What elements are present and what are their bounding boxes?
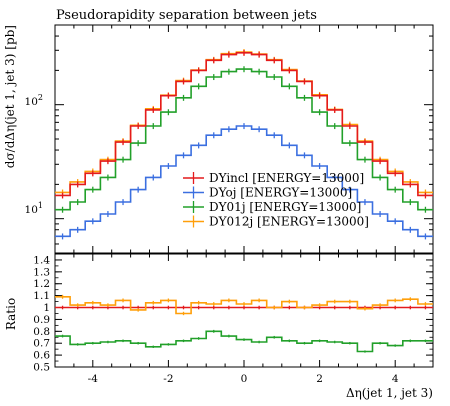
ratio-y-tick-label: 1.1 <box>33 290 50 302</box>
ratio-series-dyincl <box>55 305 433 310</box>
main-panel: 102 101 dσ/dΔη(jet 1, jet 3) [pb] DYincl… <box>3 24 434 254</box>
x-tick-label: -2 <box>163 373 173 385</box>
y-tick-exp-1: 1 <box>38 201 43 210</box>
main-series-dyoj <box>55 123 433 240</box>
ratio-series-dy012j <box>55 294 433 316</box>
ratio-y-tick-label: 0.5 <box>33 362 50 374</box>
legend-item: DYoj [ENERGY=13000] <box>183 186 352 200</box>
x-tick-label: 0 <box>241 373 248 385</box>
legend-label: DYincl [ENERGY=13000] <box>209 171 364 185</box>
ratio-panel: 0.50.60.70.80.911.11.21.31.4 -4 -2 0 2 4 Rati… <box>4 253 434 385</box>
ratio-plot-frame <box>54 253 434 368</box>
ratio-y-tick-label: 1 <box>43 302 50 314</box>
ratio-y-tick-label: 0.8 <box>33 326 50 338</box>
y-tick-label-100: 102 <box>25 93 43 108</box>
legend-item: DY012j [ENERGY=13000] <box>183 215 369 229</box>
ratio-y-tick-label: 1.4 <box>33 254 50 266</box>
ratio-ticks: 0.50.60.70.80.911.11.21.31.4 -4 -2 0 2 4 <box>33 253 434 385</box>
legend-label: DY012j [ENERGY=13000] <box>209 215 369 229</box>
ratio-series <box>55 294 433 353</box>
y-tick-label-10: 101 <box>25 201 43 216</box>
ratio-y-tick-label: 1.3 <box>33 266 50 278</box>
legend-item: DY01j [ENERGY=13000] <box>183 200 361 214</box>
legend: DYincl [ENERGY=13000]DYoj [ENERGY=13000]… <box>183 171 369 229</box>
main-series-dyincl <box>55 49 433 199</box>
ratio-y-axis-label: Ratio <box>4 298 18 330</box>
ratio-line <box>55 330 433 353</box>
ratio-y-tick-label: 0.9 <box>33 314 50 326</box>
ratio-y-tick-label: 1.2 <box>33 278 50 290</box>
main-ticks <box>54 24 434 254</box>
main-y-axis-label: dσ/dΔη(jet 1, jet 3) [pb] <box>3 25 17 168</box>
y-tick-exp-2: 2 <box>38 93 43 102</box>
ratio-series-dy01j <box>55 329 433 353</box>
x-axis-label: Δη(jet 1, jet 3) <box>346 386 433 400</box>
ratio-y-tick-label: 0.7 <box>33 338 50 350</box>
main-series <box>55 49 433 240</box>
legend-label: DY01j [ENERGY=13000] <box>209 200 361 214</box>
legend-item: DYincl [ENERGY=13000] <box>183 171 364 185</box>
main-series-dy01j <box>55 66 433 213</box>
x-tick-label: 4 <box>392 373 399 385</box>
x-tick-label: 2 <box>316 373 323 385</box>
chart-title: Pseudorapidity separation between jets <box>56 8 317 23</box>
x-tick-label: -4 <box>88 373 99 385</box>
ratio-line <box>55 296 433 315</box>
ratio-y-tick-label: 0.6 <box>33 350 50 362</box>
legend-label: DYoj [ENERGY=13000] <box>209 186 352 200</box>
